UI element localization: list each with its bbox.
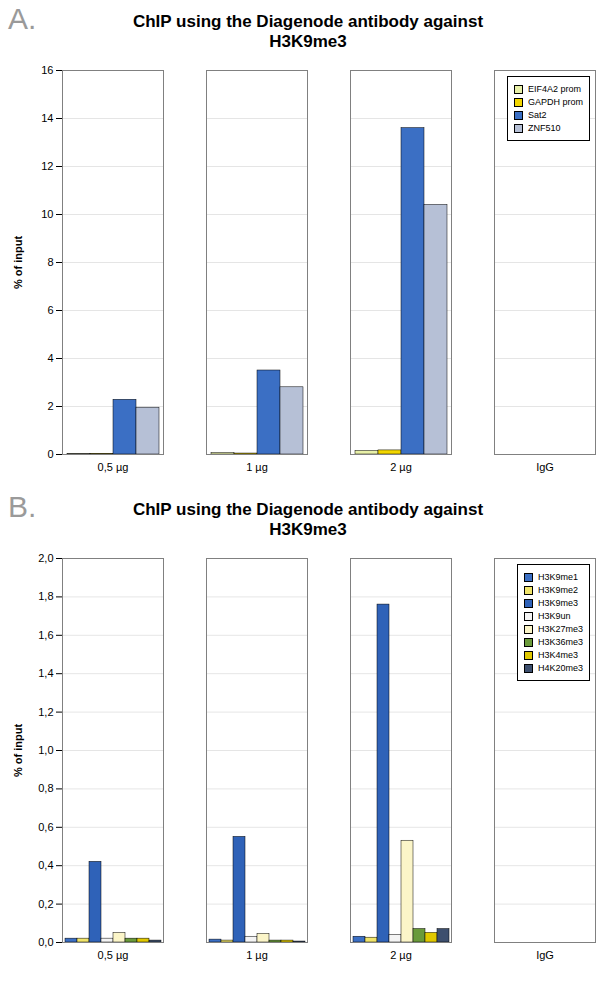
- html-text:H4K20me3: H4K20me3: [538, 663, 583, 673]
- svg-text:1 µg: 1 µg: [246, 949, 268, 961]
- html-text:Sat2: Sat2: [528, 110, 547, 120]
- svg-text:0,5 µg: 0,5 µg: [98, 949, 129, 961]
- svg-text:IgG: IgG: [536, 949, 554, 961]
- svg-text:6: 6: [47, 304, 53, 316]
- svg-text:14: 14: [41, 112, 53, 124]
- svg-text:1,0: 1,0: [38, 744, 53, 756]
- html-text:A.: A.: [8, 2, 37, 35]
- html-text:H3K9un: H3K9un: [538, 611, 571, 621]
- svg-text:4: 4: [47, 352, 53, 364]
- svg-text:12: 12: [41, 160, 53, 172]
- svg-text:% of input: % of input: [12, 236, 24, 289]
- svg-text:% of input: % of input: [12, 724, 24, 777]
- html-text:H3K9me2: H3K9me2: [538, 585, 578, 595]
- svg-text:0,4: 0,4: [38, 859, 53, 871]
- svg-text:1 µg: 1 µg: [246, 461, 268, 473]
- svg-text:0,0: 0,0: [38, 936, 53, 948]
- svg-text:16: 16: [41, 64, 53, 76]
- svg-text:10: 10: [41, 208, 53, 220]
- html-text:EIF4A2 prom: EIF4A2 prom: [528, 84, 581, 94]
- html-text:GAPDH prom: GAPDH prom: [528, 97, 583, 107]
- svg-text:0,8: 0,8: [38, 782, 53, 794]
- svg-text:2 µg: 2 µg: [390, 461, 412, 473]
- html-text:B.: B.: [8, 490, 37, 523]
- svg-text:2,0: 2,0: [38, 552, 53, 564]
- html-text:ChIP using the Diagenode antib: ChIP using the Diagenode antibody agains…: [132, 500, 484, 539]
- svg-text:8: 8: [47, 256, 53, 268]
- svg-text:1,4: 1,4: [38, 667, 53, 679]
- html-text:H3K9me3: H3K9me3: [538, 598, 578, 608]
- html-text:H3K27me3: H3K27me3: [538, 624, 583, 634]
- svg-text:1,8: 1,8: [38, 590, 53, 602]
- html-text:ChIP using the Diagenode antib: ChIP using the Diagenode antibody agains…: [132, 12, 484, 51]
- svg-text:2: 2: [47, 400, 53, 412]
- svg-text:0: 0: [47, 448, 53, 460]
- svg-text:2 µg: 2 µg: [390, 949, 412, 961]
- html-text:H3K36me3: H3K36me3: [538, 637, 583, 647]
- html-text:ZNF510: ZNF510: [528, 123, 561, 133]
- svg-text:0,6: 0,6: [38, 821, 53, 833]
- svg-text:1,6: 1,6: [38, 629, 53, 641]
- html-text:H3K4me3: H3K4me3: [538, 650, 578, 660]
- html-text:H3K9me1: H3K9me1: [538, 572, 578, 582]
- svg-text:0,2: 0,2: [38, 898, 53, 910]
- svg-text:0,5 µg: 0,5 µg: [98, 461, 129, 473]
- svg-text:IgG: IgG: [536, 461, 554, 473]
- svg-text:1,2: 1,2: [38, 706, 53, 718]
